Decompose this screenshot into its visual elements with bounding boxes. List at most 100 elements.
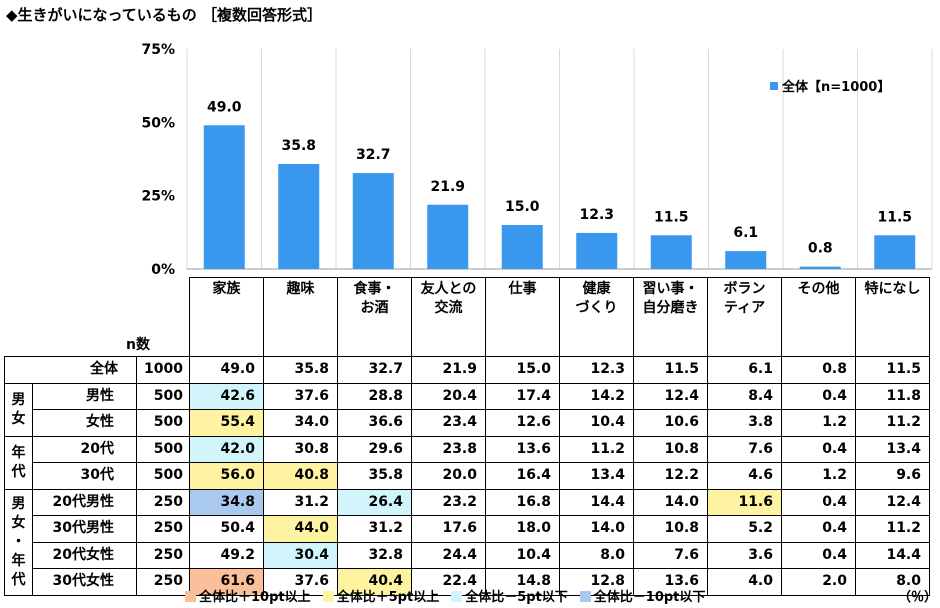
column-header: 食事・ お酒 bbox=[337, 277, 412, 357]
data-cell: 14.2 bbox=[559, 382, 634, 410]
data-cell: 29.6 bbox=[337, 435, 412, 463]
legend-swatch bbox=[579, 591, 591, 602]
data-cell: 6.1 bbox=[707, 356, 782, 384]
n-value: 500 bbox=[136, 462, 190, 490]
bar bbox=[203, 125, 245, 270]
data-label: 11.5 bbox=[877, 209, 912, 225]
data-label: 21.9 bbox=[430, 179, 465, 195]
row-label: 30代女性 bbox=[32, 568, 137, 596]
data-cell: 13.6 bbox=[485, 435, 560, 463]
data-cell: 42.0 bbox=[189, 435, 264, 463]
highlight-legend-item: 全体比＋10pt以上 bbox=[185, 586, 311, 605]
data-cell: 12.4 bbox=[855, 488, 930, 516]
y-tick-label: 0% bbox=[151, 262, 175, 278]
data-cell: 3.8 bbox=[707, 409, 782, 437]
data-cell: 16.8 bbox=[485, 488, 560, 516]
data-cell: 11.8 bbox=[855, 382, 930, 410]
n-value: 500 bbox=[136, 435, 190, 463]
column-header: 習い事・ 自分磨き bbox=[633, 277, 708, 357]
data-cell: 9.6 bbox=[855, 462, 930, 490]
table-row: 年代 20代 500 42.0 30.8 29.6 23.8 13.6 11.2 10.8 7.6 0… bbox=[4, 435, 930, 490]
data-cell: 22.4 bbox=[411, 568, 486, 596]
legend-label: 全体比－5pt以下 bbox=[465, 590, 568, 605]
data-cell: 12.4 bbox=[633, 382, 708, 410]
data-cell: 11.2 bbox=[855, 515, 930, 543]
data-cell: 8.4 bbox=[707, 382, 782, 410]
data-cell: 8.0 bbox=[855, 568, 930, 596]
data-cell: 10.4 bbox=[485, 541, 560, 569]
bar bbox=[650, 235, 692, 269]
n-value: 250 bbox=[136, 568, 190, 596]
data-cell: 42.6 bbox=[189, 382, 264, 410]
data-cell: 28.8 bbox=[337, 382, 412, 410]
data-cell: 44.0 bbox=[263, 515, 338, 543]
data-cell: 20.0 bbox=[411, 462, 486, 490]
legend-swatch bbox=[451, 591, 463, 602]
legend-label: 全体比＋5pt以上 bbox=[336, 590, 440, 605]
table-row: 女性 500 55.4 34.0 36.6 23.4 12.6 10.4 10.6 3.8 1.2 1… bbox=[5, 409, 930, 437]
table-row: 男女・年代 20代男性 250 34.8 31.2 26.4 23.2 16.8 14.4 14.… bbox=[4, 488, 930, 596]
data-cell: 40.8 bbox=[263, 462, 338, 490]
data-cell: 17.6 bbox=[411, 515, 486, 543]
row-label: 30代男性 bbox=[32, 515, 137, 543]
data-cell: 23.4 bbox=[411, 409, 486, 437]
column-header: 仕事 bbox=[485, 277, 560, 357]
data-label: 35.8 bbox=[281, 138, 316, 154]
data-label: 32.7 bbox=[356, 147, 391, 163]
data-cell: 12.3 bbox=[559, 356, 634, 384]
table-row: 20代女性 250 49.2 30.4 32.8 24.4 10.4 8.0 7.6 3.6 0.4… bbox=[5, 541, 930, 569]
n-count-label: n数 bbox=[126, 337, 150, 353]
n-value: 250 bbox=[136, 488, 190, 516]
bar bbox=[799, 266, 841, 269]
data-cell: 32.7 bbox=[337, 356, 412, 384]
row-label: 男性 bbox=[32, 382, 137, 410]
data-cell: 5.2 bbox=[707, 515, 782, 543]
column-header: 友人との 交流 bbox=[411, 277, 486, 357]
data-cell: 49.2 bbox=[189, 541, 264, 569]
highlight-legend-item: 全体比－10pt以下 bbox=[579, 586, 705, 605]
data-cell: 13.4 bbox=[559, 462, 634, 490]
data-cell: 7.6 bbox=[707, 435, 782, 463]
row-label: 20代男性 bbox=[32, 488, 137, 516]
data-cell: 21.9 bbox=[411, 356, 486, 384]
column-header: 趣味 bbox=[263, 277, 338, 357]
y-tick-label: 50% bbox=[141, 115, 175, 131]
data-cell: 0.4 bbox=[781, 541, 856, 569]
data-cell: 14.8 bbox=[485, 568, 560, 596]
data-cell: 12.8 bbox=[559, 568, 634, 596]
table-row: 男女男性 500 42.6 37.6 28.8 20.4 17.4 14.2 12.4 8.4 0.… bbox=[4, 382, 930, 437]
data-cell: 18.0 bbox=[485, 515, 560, 543]
chart-legend: 全体【n=1000】 bbox=[770, 76, 890, 95]
data-cell: 14.4 bbox=[559, 488, 634, 516]
data-cell: 11.2 bbox=[855, 409, 930, 437]
data-cell: 13.4 bbox=[855, 435, 930, 463]
bar bbox=[725, 251, 767, 269]
data-cell: 2.0 bbox=[781, 568, 856, 596]
data-cell: 50.4 bbox=[189, 515, 264, 543]
row-label: 20代女性 bbox=[32, 541, 137, 569]
group-label: 男女・年代 bbox=[4, 488, 33, 596]
data-cell: 10.8 bbox=[633, 515, 708, 543]
data-cell: 11.6 bbox=[707, 488, 782, 516]
data-cell: 8.0 bbox=[559, 541, 634, 569]
data-cell: 35.8 bbox=[263, 356, 338, 384]
legend-swatch bbox=[185, 591, 196, 602]
column-header: 健康 づくり bbox=[559, 277, 634, 357]
blank-cell bbox=[5, 278, 190, 357]
data-cell: 0.4 bbox=[781, 488, 856, 516]
data-cell: 10.4 bbox=[559, 409, 634, 437]
data-cell: 23.2 bbox=[411, 488, 486, 516]
bar bbox=[576, 232, 618, 269]
highlight-legend-item: 全体比＋5pt以上 bbox=[322, 586, 440, 605]
data-cell: 0.8 bbox=[781, 356, 856, 384]
data-cell: 11.5 bbox=[633, 356, 708, 384]
bar bbox=[352, 173, 394, 269]
data-label: 15.0 bbox=[505, 199, 540, 215]
data-label: 49.0 bbox=[207, 99, 242, 115]
data-cell: 14.0 bbox=[559, 515, 634, 543]
column-header: 特になし bbox=[855, 277, 930, 357]
data-cell: 14.0 bbox=[633, 488, 708, 516]
n-value: 250 bbox=[136, 515, 190, 543]
data-cell: 4.0 bbox=[707, 568, 782, 596]
data-label: 11.5 bbox=[654, 209, 689, 225]
